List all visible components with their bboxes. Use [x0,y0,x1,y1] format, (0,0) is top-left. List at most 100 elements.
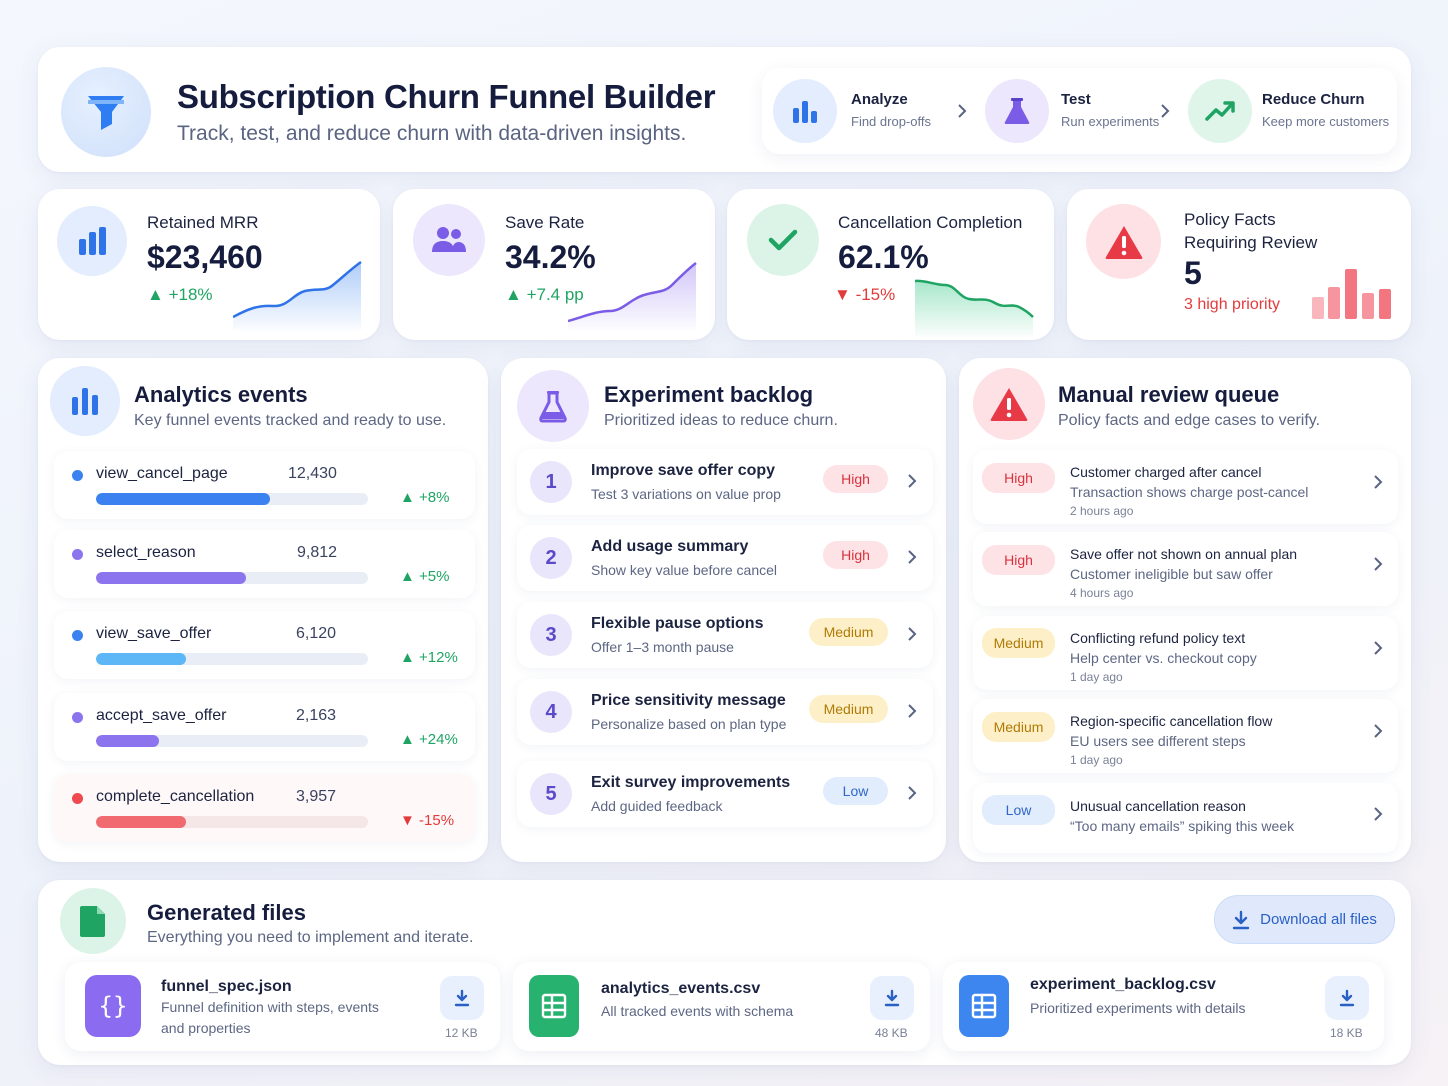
file-card[interactable]: {} funnel_spec.json Funnel definition wi… [65,962,500,1051]
experiment-row[interactable]: 5 Exit survey improvements Add guided fe… [517,761,933,827]
event-row[interactable]: complete_cancellation 3,957 ▼ -15% [54,774,475,842]
kpi-delta-value: +7.4 pp [526,285,584,304]
file-name: funnel_spec.json [161,978,292,995]
trend-up-icon [1188,79,1252,143]
event-row[interactable]: select_reason 9,812 ▲ +5% [54,530,475,598]
event-name: view_save_offer [96,625,212,642]
document-icon [60,888,126,954]
chevron-right-icon [908,474,917,488]
flask-icon [985,79,1049,143]
review-title: Save offer not shown on annual plan [1070,546,1298,562]
chevron-right-icon [1374,475,1383,489]
file-name: experiment_backlog.csv [1030,976,1216,993]
experiment-desc: Offer 1–3 month pause [591,639,734,655]
event-delta: ▲ +24% [400,731,458,748]
event-delta: ▲ +12% [400,649,458,666]
check-icon [747,204,819,276]
sparkline-chart [233,260,362,331]
kpi-delta: ▲ +18% [147,285,213,305]
kpi-label: Save Rate [505,213,585,232]
chevron-right-icon [958,104,967,118]
download-button[interactable] [1325,976,1369,1020]
experiment-rank: 2 [530,537,572,579]
arrow-up-icon: ▲ [505,285,527,304]
experiment-row[interactable]: 1 Improve save offer copy Test 3 variati… [517,449,933,515]
priority-badge: Medium [809,618,888,646]
file-size: 18 KB [1330,1026,1363,1040]
file-card[interactable]: analytics_events.csv All tracked events … [513,962,930,1051]
chevron-right-icon [1374,557,1383,571]
download-all-label: Download all files [1260,911,1377,928]
priority-badge: Medium [982,628,1055,658]
review-row[interactable]: High Save offer not shown on annual plan… [973,532,1398,606]
experiment-row[interactable]: 4 Price sensitivity message Personalize … [517,679,933,745]
review-row[interactable]: High Customer charged after cancel Trans… [973,450,1398,524]
event-name: select_reason [96,544,196,561]
experiment-title: Add usage summary [591,538,749,555]
event-delta: ▲ +5% [400,568,450,585]
header-card: Subscription Churn Funnel Builder Track,… [38,47,1411,172]
kpi-value: 62.1% [838,239,929,275]
event-name: view_cancel_page [96,465,228,482]
chevron-right-icon [1374,724,1383,738]
event-count: 9,812 [297,544,338,561]
event-progress-bar [96,493,368,505]
review-desc: “Too many emails” spiking this week [1070,818,1295,834]
review-desc: Transaction shows charge post-cancel [1070,484,1309,500]
step-reduce-churn-desc: Keep more customers [1262,114,1390,129]
review-time: 1 day ago [1070,670,1123,684]
priority-badge: Medium [982,712,1055,742]
review-desc: Help center vs. checkout copy [1070,650,1257,666]
review-title: Unusual cancellation reason [1070,798,1246,814]
warning-icon [973,368,1045,440]
review-row[interactable]: Medium Conflicting refund policy text He… [973,616,1398,690]
kpi-value: $23,460 [147,239,263,275]
review-time: 4 hours ago [1070,586,1134,600]
experiment-backlog-panel: Experiment backlog Prioritized ideas to … [501,358,946,862]
kpi-label: Cancellation Completion [838,213,1023,232]
page-title: Subscription Churn Funnel Builder [177,78,716,115]
event-row[interactable]: view_cancel_page 12,430 ▲ +8% [54,451,475,519]
priority-badge: Low [823,777,888,805]
experiment-title: Improve save offer copy [591,462,776,479]
priority-badge: High [982,463,1055,493]
bar-chart-icon [773,79,837,143]
spreadsheet-icon [529,975,579,1037]
step-analyze-label: Analyze [851,91,908,108]
experiment-rank: 5 [530,773,572,815]
priority-badge: High [823,465,888,493]
kpi-value: 34.2% [505,239,596,275]
kpi-retained-mrr: Retained MRR $23,460 ▲ +18% [38,189,380,340]
event-row[interactable]: view_save_offer 6,120 ▲ +12% [54,611,475,679]
event-progress-bar [96,816,368,828]
event-row[interactable]: accept_save_offer 2,163 ▲ +24% [54,693,475,761]
event-dot [72,793,83,804]
event-progress-bar [96,572,368,584]
priority-badge: High [982,545,1055,575]
chevron-right-icon [908,786,917,800]
download-icon [454,989,470,1007]
experiment-row[interactable]: 2 Add usage summary Show key value befor… [517,525,933,591]
download-button[interactable] [440,976,484,1020]
event-count: 12,430 [288,465,337,482]
event-count: 2,163 [296,707,337,724]
file-desc: All tracked events with schema [601,1003,794,1019]
event-progress-bar [96,653,368,665]
review-row[interactable]: Low Unusual cancellation reason “Too man… [973,783,1398,853]
download-all-button[interactable]: Download all files [1214,895,1395,944]
file-card[interactable]: experiment_backlog.csv Prioritized exper… [943,962,1384,1051]
panel-title: Experiment backlog [604,382,814,407]
download-button[interactable] [870,976,914,1020]
panel-subtitle: Everything you need to implement and ite… [147,929,474,946]
priority-badge: Low [982,795,1055,825]
download-icon [1232,910,1250,929]
kpi-policy-facts: Policy Facts Requiring Review 5 3 high p… [1067,189,1411,340]
step-analyze-desc: Find drop-offs [851,114,931,129]
spreadsheet-icon [959,975,1009,1037]
experiment-row[interactable]: 3 Flexible pause options Offer 1–3 month… [517,602,933,668]
panel-title: Analytics events [134,382,308,407]
sparkline-chart [915,279,1034,337]
manual-review-panel: Manual review queue Policy facts and edg… [959,358,1411,862]
file-desc: Funnel definition with steps, events and… [161,999,379,1036]
review-row[interactable]: Medium Region-specific cancellation flow… [973,699,1398,773]
